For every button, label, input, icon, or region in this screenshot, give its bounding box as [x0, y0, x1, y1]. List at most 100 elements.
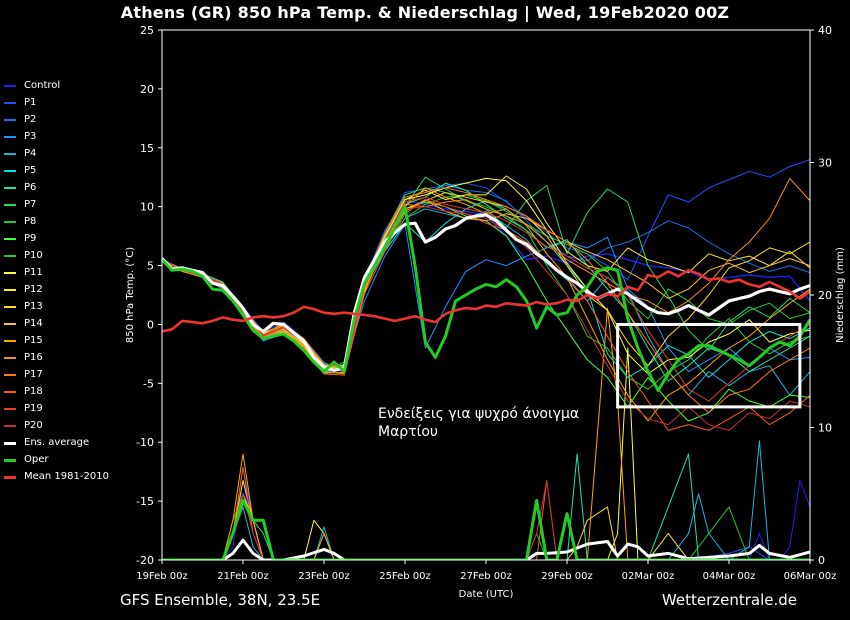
temp-line-p17 — [162, 187, 810, 414]
legend-item-mean-1981-2010: Mean 1981-2010 — [4, 468, 124, 485]
legend-label: Ens. average — [24, 437, 90, 448]
chart-annotation: Ενδείξεις για ψυχρό άνοιγμα Μαρτίου — [378, 405, 598, 441]
legend-item-p7: P7 — [4, 196, 124, 213]
y2-tick-label: 40 — [818, 24, 832, 37]
legend-swatch — [4, 153, 16, 155]
y-axis-label: 850 hPa Temp. (°C) — [125, 247, 136, 343]
legend-swatch — [4, 476, 16, 479]
y-tick-label: -10 — [136, 436, 154, 449]
legend-item-p4: P4 — [4, 145, 124, 162]
legend-label: P1 — [24, 97, 37, 108]
y-tick-label: 10 — [140, 201, 154, 214]
legend-label: P13 — [24, 301, 43, 312]
legend-item-p1: P1 — [4, 94, 124, 111]
plot-frame — [161, 29, 811, 561]
legend-label: P8 — [24, 216, 37, 227]
legend-swatch — [4, 391, 16, 393]
temp-line-p7 — [162, 176, 810, 369]
y-tick-label: 25 — [140, 24, 154, 37]
x-tick-label: 06Mar 00z — [784, 571, 837, 582]
y-tick-label: 0 — [147, 318, 154, 331]
x-tick-label: 29Feb 00z — [541, 571, 593, 582]
model-info: GFS Ensemble, 38N, 23.5E — [120, 591, 321, 609]
y2-tick-label: 0 — [818, 554, 825, 567]
x-tick-label: 21Feb 00z — [217, 571, 269, 582]
temp-line-p4 — [162, 208, 810, 396]
legend-label: P6 — [24, 182, 37, 193]
legend-swatch — [4, 442, 16, 445]
legend-swatch — [4, 323, 16, 325]
y-tick-label: -20 — [136, 554, 154, 567]
legend-swatch — [4, 102, 16, 104]
legend-swatch — [4, 238, 16, 240]
x-tick-label: 27Feb 00z — [460, 571, 512, 582]
y-tick-label: -15 — [136, 495, 154, 508]
temp-line-p16 — [162, 177, 810, 375]
legend-item-p9: P9 — [4, 230, 124, 247]
legend-label: P20 — [24, 420, 43, 431]
legend-item-p12: P12 — [4, 281, 124, 298]
legend-item-ens-average: Ens. average — [4, 434, 124, 451]
legend-label: P16 — [24, 352, 43, 363]
legend-label: Mean 1981-2010 — [24, 471, 109, 482]
y-tick-label: -5 — [143, 377, 154, 390]
legend-swatch — [4, 255, 16, 257]
legend-swatch — [4, 85, 16, 87]
legend-label: Oper — [24, 454, 49, 465]
legend-item-p10: P10 — [4, 247, 124, 264]
temp-line-oper — [162, 205, 810, 392]
annotation-line-1: Ενδείξεις για ψυχρό άνοιγμα — [378, 406, 580, 422]
legend-swatch — [4, 374, 16, 376]
legend-label: Control — [24, 80, 61, 91]
legend-label: P11 — [24, 267, 43, 278]
legend-item-p5: P5 — [4, 162, 124, 179]
legend-item-p2: P2 — [4, 111, 124, 128]
legend-swatch — [4, 357, 16, 359]
temp-line-p20 — [162, 206, 810, 431]
legend-label: P14 — [24, 318, 43, 329]
legend-item-p6: P6 — [4, 179, 124, 196]
legend-swatch — [4, 204, 16, 206]
y2-axis-label: Niederschlag (mm) — [835, 247, 846, 343]
legend-item-p3: P3 — [4, 128, 124, 145]
y-tick-label: 15 — [140, 142, 154, 155]
y2-tick-label: 30 — [818, 157, 832, 170]
legend-item-p16: P16 — [4, 349, 124, 366]
y-tick-label: 20 — [140, 83, 154, 96]
x-tick-label: 19Feb 00z — [136, 571, 188, 582]
legend-item-p11: P11 — [4, 264, 124, 281]
axes-layer: 25 20 15 10 5 0 -5 -10 -15 -20 40 30 20 10 0 19Feb 00z 2… — [125, 24, 846, 600]
legend-swatch — [4, 272, 16, 274]
legend-item-p18: P18 — [4, 383, 124, 400]
temp-line-p13 — [162, 192, 810, 374]
y-tick-label: 5 — [147, 260, 154, 273]
precip-line-ens-average — [162, 538, 810, 560]
legend-swatch — [4, 408, 16, 410]
precip-line-p4 — [162, 440, 810, 560]
legend-label: P5 — [24, 165, 37, 176]
chart-title: Athens (GR) 850 hPa Temp. & Niederschlag… — [120, 3, 730, 22]
key-series-layer — [162, 205, 810, 560]
highlight-box — [616, 322, 802, 409]
legend-swatch — [4, 425, 16, 427]
temp-line-mean-1981-2010 — [162, 269, 810, 333]
precip-line-p1 — [162, 466, 810, 560]
member-series-layer — [162, 159, 810, 431]
legend-item-p8: P8 — [4, 213, 124, 230]
legend-swatch — [4, 221, 16, 223]
legend-item-control: Control — [4, 77, 124, 94]
legend-swatch — [4, 119, 16, 121]
temp-line-p3 — [162, 223, 810, 375]
legend-item-oper: Oper — [4, 451, 124, 468]
legend-label: P10 — [24, 250, 43, 261]
temp-line-p19 — [162, 196, 810, 402]
legend-swatch — [4, 340, 16, 342]
precip-line-p18 — [162, 466, 810, 560]
legend-label: P9 — [24, 233, 37, 244]
x-tick-label: 02Mar 00z — [622, 571, 675, 582]
legend-item-p20: P20 — [4, 417, 124, 434]
legend-label: P2 — [24, 114, 37, 125]
legend-swatch — [4, 170, 16, 172]
